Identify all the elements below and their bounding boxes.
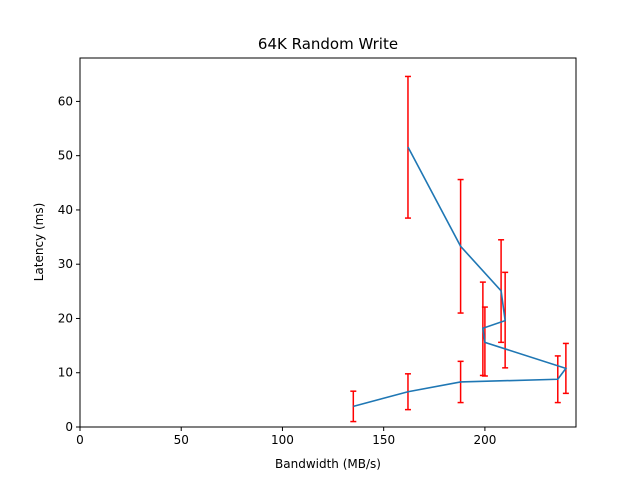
x-tick-label-4: 200 — [473, 433, 496, 447]
x-axis-label: Bandwidth (MB/s) — [275, 457, 381, 471]
y-tick-label-6: 60 — [58, 94, 73, 108]
y-tick-label-0: 0 — [65, 420, 73, 434]
x-tick-label-1: 50 — [174, 433, 189, 447]
y-tick-label-4: 40 — [58, 203, 73, 217]
axis-ticks: 0 50 100 150 200 0 10 20 30 40 50 60 — [58, 94, 497, 447]
error-bar-0 — [350, 390, 357, 423]
y-tick-label-2: 20 — [58, 311, 73, 325]
y-tick-label-5: 50 — [58, 149, 73, 163]
series-line — [353, 146, 568, 408]
plot-frame — [79, 57, 577, 428]
y-axis-label: Latency (ms) — [32, 203, 46, 282]
y-tick-label-1: 10 — [58, 366, 73, 380]
y-tick-label-3: 30 — [58, 257, 73, 271]
x-tick-label-2: 100 — [271, 433, 294, 447]
x-tick-label-0: 0 — [76, 433, 84, 447]
x-tick-label-3: 150 — [372, 433, 395, 447]
chart-title: 64K Random Write — [258, 35, 398, 53]
